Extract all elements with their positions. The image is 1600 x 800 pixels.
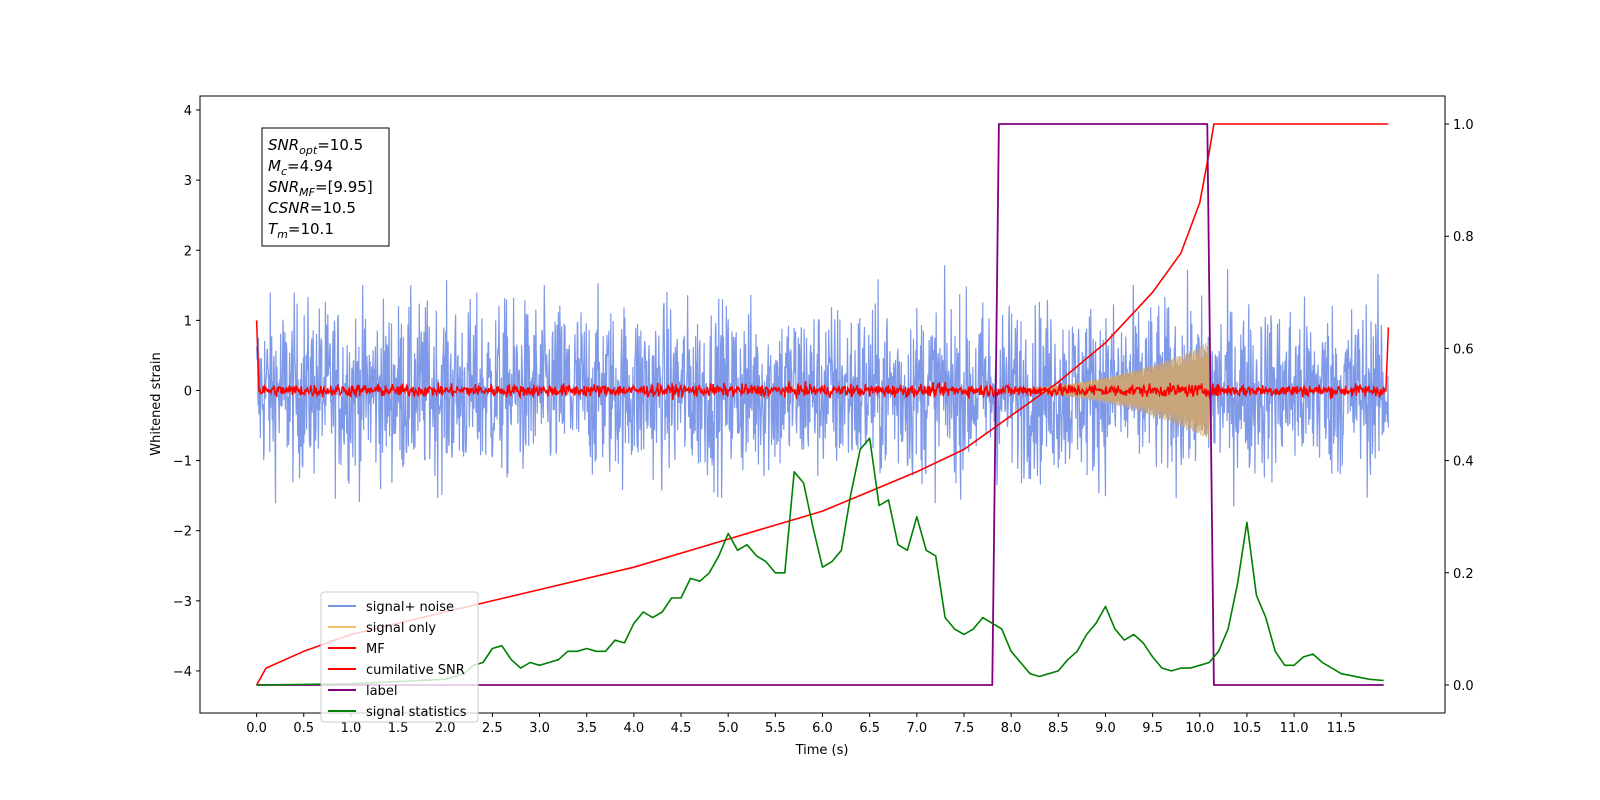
legend-entry: signal+ noise xyxy=(366,600,454,615)
info-value: =10.5 xyxy=(317,136,363,154)
info-subscript: m xyxy=(277,228,288,241)
info-box-line: SNRMF=[9.95] xyxy=(268,178,373,199)
info-box: SNRopt=10.5Mc=4.94SNRMF=[9.95]CSNR=10.5T… xyxy=(261,127,390,247)
x-tick-label: 10.0 xyxy=(1185,721,1214,736)
y-tick-label: −3 xyxy=(173,595,192,610)
info-value: =4.94 xyxy=(287,157,333,175)
x-tick-label: 11.5 xyxy=(1327,721,1356,736)
info-box-line: CSNR=10.5 xyxy=(268,199,356,217)
y-tick-label: 3 xyxy=(184,174,192,189)
y2-tick-label: 0.0 xyxy=(1453,679,1474,694)
info-symbol: CSNR xyxy=(268,199,310,217)
x-tick-label: 3.5 xyxy=(576,721,597,736)
x-tick-label: 8.5 xyxy=(1048,721,1069,736)
y-axis-label: Whitened strain xyxy=(149,352,164,455)
y-tick-label: 1 xyxy=(184,314,192,329)
x-tick-label: 9.5 xyxy=(1142,721,1163,736)
info-value: =10.5 xyxy=(310,199,356,217)
x-tick-label: 1.0 xyxy=(341,721,362,736)
x-tick-label: 10.5 xyxy=(1232,721,1261,736)
y2-tick-label: 1.0 xyxy=(1453,118,1474,133)
y-tick-label: 2 xyxy=(184,244,192,259)
y-tick-label: 0 xyxy=(184,384,192,399)
info-symbol: T xyxy=(268,220,279,238)
x-tick-label: 0.5 xyxy=(293,721,314,736)
series-label xyxy=(256,123,1384,686)
y-tick-label: −4 xyxy=(173,665,192,680)
legend-entry: label xyxy=(366,684,397,699)
info-symbol: M xyxy=(268,157,281,175)
x-tick-label: 7.5 xyxy=(954,721,975,736)
y2-tick-label: 0.8 xyxy=(1453,230,1474,245)
x-tick-label: 6.0 xyxy=(812,721,833,736)
info-subscript: MF xyxy=(299,186,315,199)
x-tick-label: 3.0 xyxy=(529,721,550,736)
x-tick-label: 2.0 xyxy=(435,721,456,736)
x-tick-label: 1.5 xyxy=(388,721,409,736)
x-axis-label: Time (s) xyxy=(795,743,849,758)
info-box-line: Tm=10.1 xyxy=(268,220,334,241)
y-tick-label: 4 xyxy=(184,104,192,119)
y2-tick-label: 0.4 xyxy=(1453,455,1474,470)
x-tick-label: 8.0 xyxy=(1001,721,1022,736)
legend-entry: signal statistics xyxy=(366,705,467,720)
x-tick-label: 6.5 xyxy=(859,721,880,736)
x-tick-label: 9.0 xyxy=(1095,721,1116,736)
info-subscript: c xyxy=(281,165,287,178)
info-box-line: SNRopt=10.5 xyxy=(268,136,363,157)
series-mf xyxy=(255,320,1390,401)
x-tick-label: 5.5 xyxy=(765,721,786,736)
x-tick-label: 11.0 xyxy=(1280,721,1309,736)
info-box-line: Mc=4.94 xyxy=(268,157,333,178)
x-tick-label: 4.5 xyxy=(671,721,692,736)
x-tick-label: 0.0 xyxy=(246,721,267,736)
y-tick-label: −1 xyxy=(173,455,192,470)
series-signal-statistics xyxy=(256,437,1384,686)
legend-entry: cumilative SNR xyxy=(366,663,465,678)
info-box-frame xyxy=(261,127,390,247)
x-tick-label: 7.0 xyxy=(906,721,927,736)
y-tick-label: −2 xyxy=(173,525,192,540)
info-symbol: SNR xyxy=(268,136,299,154)
info-symbol: SNR xyxy=(268,178,299,196)
legend-entry: signal only xyxy=(366,621,436,636)
info-value: =[9.95] xyxy=(315,178,373,196)
axes-ticks: 0.0 0.5 1.0 1.5 2.0 2.5 3.0 3.5 4.0 4.5 5.0 5.5 6.0 6… xyxy=(173,104,1474,736)
y2-tick-label: 0.6 xyxy=(1453,342,1474,357)
legend-entry: MF xyxy=(366,642,385,657)
legend-frame xyxy=(320,591,479,723)
x-tick-label: 5.0 xyxy=(718,721,739,736)
x-tick-label: 4.0 xyxy=(624,721,645,736)
info-value: =10.1 xyxy=(288,220,334,238)
info-subscript: opt xyxy=(299,144,318,157)
legend: signal+ noise signal only MF cumilative SNR… xyxy=(320,591,479,723)
y2-tick-label: 0.2 xyxy=(1453,567,1474,582)
x-tick-label: 2.5 xyxy=(482,721,503,736)
